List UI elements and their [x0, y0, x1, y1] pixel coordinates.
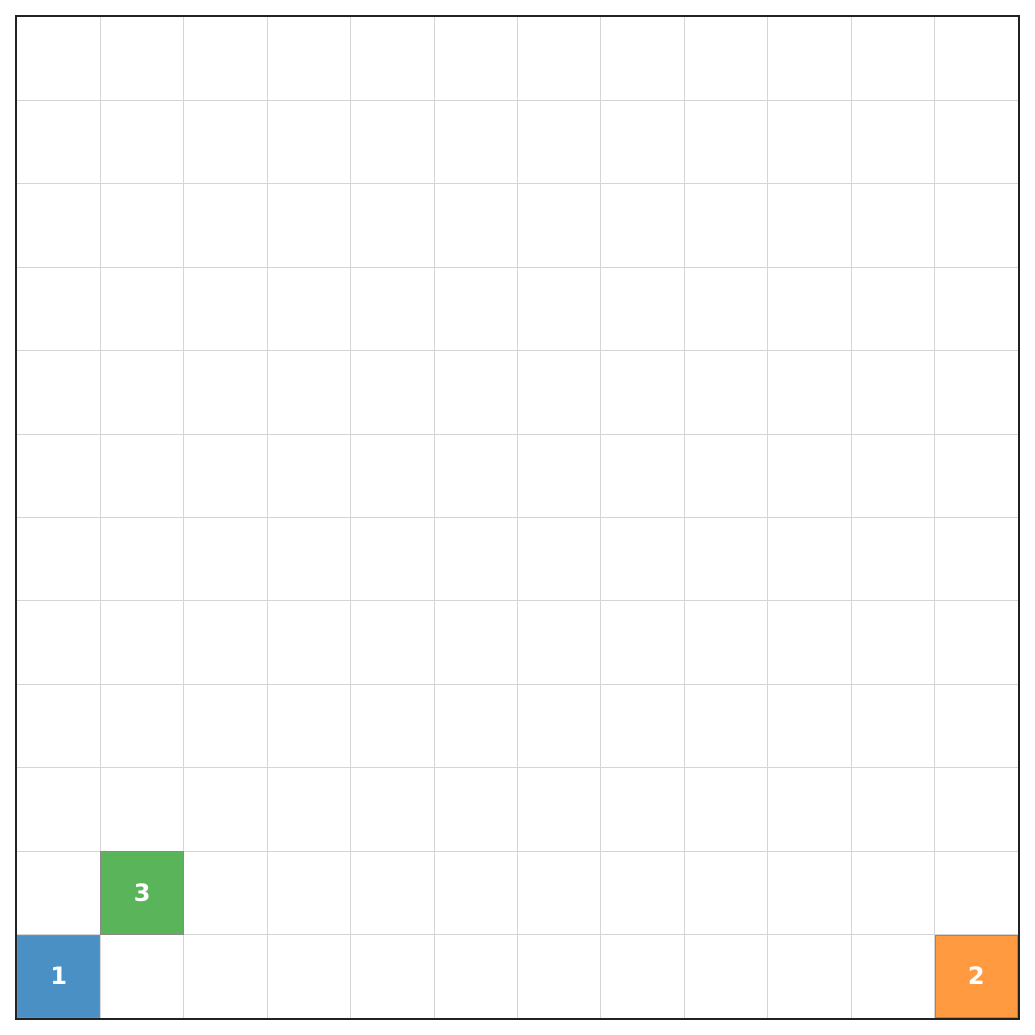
grid-line-horizontal	[17, 266, 1018, 268]
piece-3[interactable]: 3	[100, 851, 184, 935]
piece-3-label: 3	[133, 878, 151, 907]
piece-2[interactable]: 2	[934, 934, 1018, 1018]
grid-line-horizontal	[17, 433, 1018, 435]
grid-line-horizontal	[17, 183, 1018, 185]
grid-line-horizontal	[17, 850, 1018, 852]
grid-line-horizontal	[17, 934, 1018, 936]
piece-2-label: 2	[967, 962, 985, 991]
grid-line-horizontal	[17, 600, 1018, 602]
game-board[interactable]: 1 2 3	[15, 15, 1020, 1020]
piece-1-label: 1	[50, 962, 68, 991]
grid-line-horizontal	[17, 350, 1018, 352]
piece-1[interactable]: 1	[17, 934, 101, 1018]
grid-line-horizontal	[17, 767, 1018, 769]
grid-line-horizontal	[17, 99, 1018, 101]
grid-line-horizontal	[17, 517, 1018, 518]
grid-line-horizontal	[17, 683, 1018, 685]
